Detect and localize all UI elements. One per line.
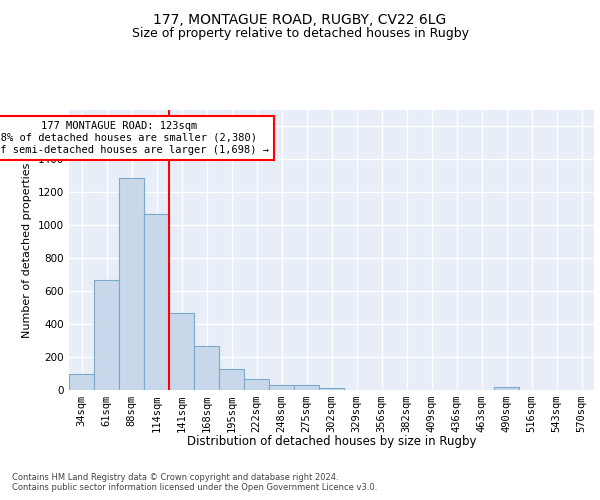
X-axis label: Distribution of detached houses by size in Rugby: Distribution of detached houses by size … — [187, 435, 476, 448]
Bar — [169, 314, 194, 390]
Y-axis label: Number of detached properties: Number of detached properties — [22, 162, 32, 338]
Text: 177 MONTAGUE ROAD: 123sqm
← 58% of detached houses are smaller (2,380)
41% of se: 177 MONTAGUE ROAD: 123sqm ← 58% of detac… — [0, 122, 269, 154]
Bar — [494, 387, 519, 390]
Text: Size of property relative to detached houses in Rugby: Size of property relative to detached ho… — [131, 27, 469, 40]
Bar — [194, 346, 219, 390]
Bar — [244, 379, 269, 390]
Bar — [319, 388, 344, 390]
Text: 177, MONTAGUE ROAD, RUGBY, CV22 6LG: 177, MONTAGUE ROAD, RUGBY, CV22 6LG — [154, 12, 446, 26]
Bar — [94, 280, 119, 390]
Bar — [119, 178, 144, 390]
Bar — [144, 214, 169, 390]
Bar — [219, 369, 244, 390]
Bar — [269, 384, 294, 390]
Bar — [294, 384, 319, 390]
Text: Contains HM Land Registry data © Crown copyright and database right 2024.
Contai: Contains HM Land Registry data © Crown c… — [12, 473, 377, 492]
Bar — [69, 374, 94, 390]
